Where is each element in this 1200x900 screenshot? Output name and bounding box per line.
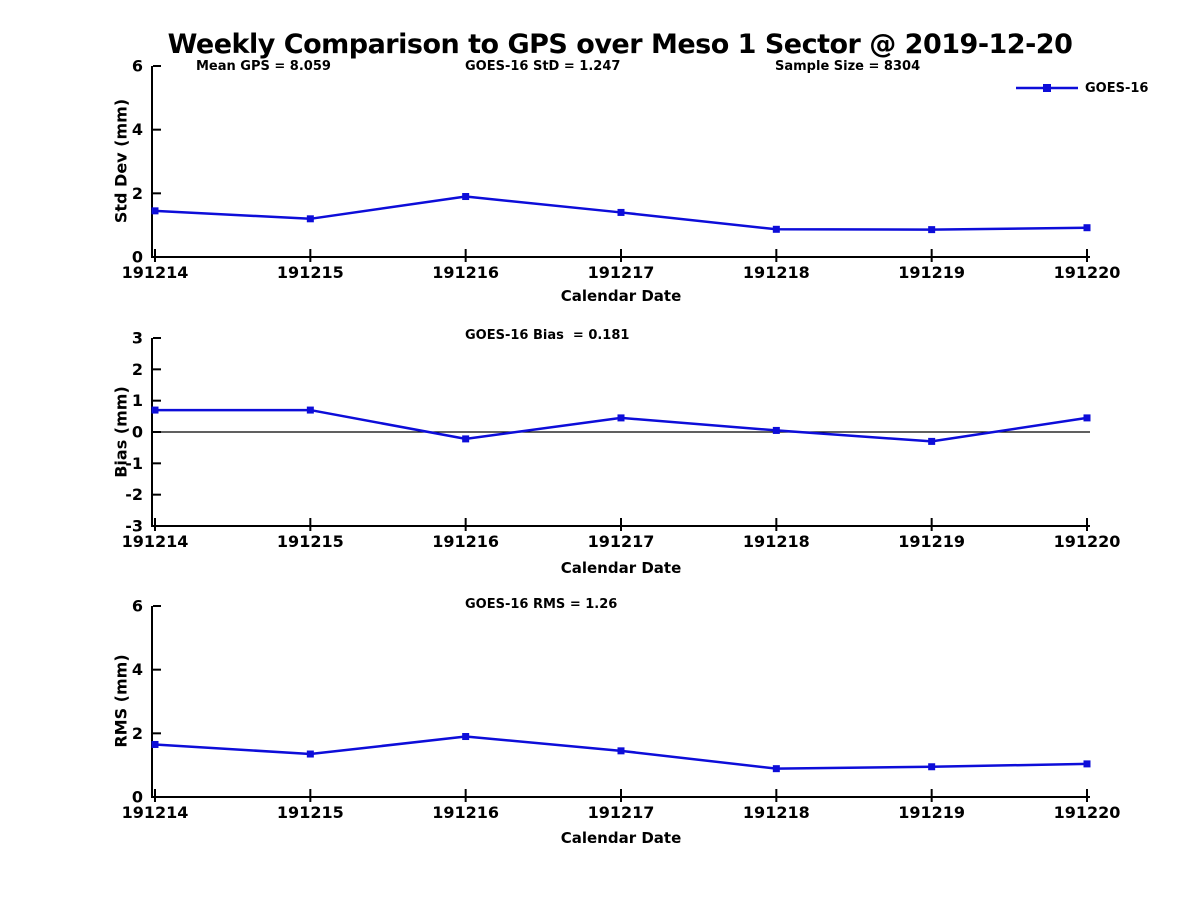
data-point-marker [306, 406, 314, 414]
x-tick-label: 191214 [122, 532, 189, 551]
data-point-marker [462, 435, 470, 443]
x-tick-label: 191220 [1054, 803, 1121, 822]
y-tick-label: 3 [132, 329, 143, 348]
data-point-marker [928, 437, 936, 445]
stddev-y-axis-label: Std Dev (mm) [111, 98, 131, 224]
data-point-marker [462, 733, 470, 741]
data-point-marker [306, 215, 314, 223]
annotation-mean-gps: Mean GPS = 8.059 [196, 59, 331, 74]
x-tick-label: 191217 [588, 263, 655, 282]
y-tick-label: -2 [125, 485, 143, 504]
y-tick-label: 0 [132, 788, 143, 807]
x-tick-label: 191220 [1054, 263, 1121, 282]
x-tick-label: 191218 [743, 532, 810, 551]
x-tick-label: 191214 [122, 803, 189, 822]
data-point-marker [772, 225, 780, 233]
data-point-marker [617, 414, 625, 422]
data-point-marker [928, 226, 936, 234]
x-tick-label: 191219 [898, 803, 965, 822]
legend: GOES-16 [1016, 78, 1148, 98]
x-tick-label: 191218 [743, 263, 810, 282]
data-point-marker [617, 747, 625, 755]
stddev-x-axis-label: Calendar Date [560, 287, 682, 305]
legend-series-label: GOES-16 [1085, 80, 1149, 96]
data-point-marker [617, 208, 625, 216]
data-point-marker [928, 763, 936, 771]
y-tick-label: -1 [125, 454, 143, 473]
data-point-marker [151, 207, 159, 215]
data-point-marker [772, 765, 780, 773]
y-tick-label: 6 [132, 597, 143, 616]
data-point-marker [151, 406, 159, 414]
annotation-sample-size: Sample Size = 8304 [775, 59, 921, 74]
x-tick-label: 191215 [277, 803, 344, 822]
data-point-marker [1083, 760, 1091, 768]
figure-title: Weekly Comparison to GPS over Meso 1 Sec… [167, 29, 1073, 60]
y-tick-label: 2 [132, 184, 143, 203]
bias-y-axis-label: Bias (mm) [111, 386, 131, 478]
x-tick-label: 191220 [1054, 532, 1121, 551]
data-point-marker [151, 740, 159, 748]
x-tick-label: 191215 [277, 263, 344, 282]
legend-line-marker-icon [1016, 84, 1078, 92]
y-tick-label: 4 [132, 120, 143, 139]
x-tick-label: 191219 [898, 263, 965, 282]
axes [151, 606, 1090, 798]
y-tick-label: 0 [132, 248, 143, 267]
rms-x-axis-label: Calendar Date [560, 829, 682, 847]
data-point-marker [1083, 414, 1091, 422]
y-tick-label: 2 [132, 724, 143, 743]
annotation-goes16-bias: GOES-16 Bias = 0.181 [465, 328, 630, 343]
y-tick-label: 0 [132, 423, 143, 442]
x-tick-label: 191218 [743, 803, 810, 822]
x-tick-label: 191215 [277, 532, 344, 551]
annotation-goes16-rms: GOES-16 RMS = 1.26 [465, 597, 618, 612]
x-tick-label: 191216 [432, 263, 499, 282]
x-tick-label: 191219 [898, 532, 965, 551]
x-tick-label: 191217 [588, 532, 655, 551]
y-tick-label: -3 [125, 517, 143, 536]
data-point-marker [1083, 224, 1091, 232]
y-tick-label: 4 [132, 660, 143, 679]
y-tick-label: 1 [132, 391, 143, 410]
y-tick-label: 2 [132, 360, 143, 379]
annotation-goes16-std: GOES-16 StD = 1.247 [465, 59, 621, 74]
x-tick-label: 191217 [588, 803, 655, 822]
data-point-marker [772, 426, 780, 434]
y-tick-label: 6 [132, 57, 143, 76]
data-point-marker [306, 750, 314, 758]
x-tick-label: 191214 [122, 263, 189, 282]
data-point-marker [462, 193, 470, 201]
x-tick-label: 191216 [432, 803, 499, 822]
rms-y-axis-label: RMS (mm) [111, 654, 131, 748]
bias-x-axis-label: Calendar Date [560, 559, 682, 577]
x-tick-label: 191216 [432, 532, 499, 551]
